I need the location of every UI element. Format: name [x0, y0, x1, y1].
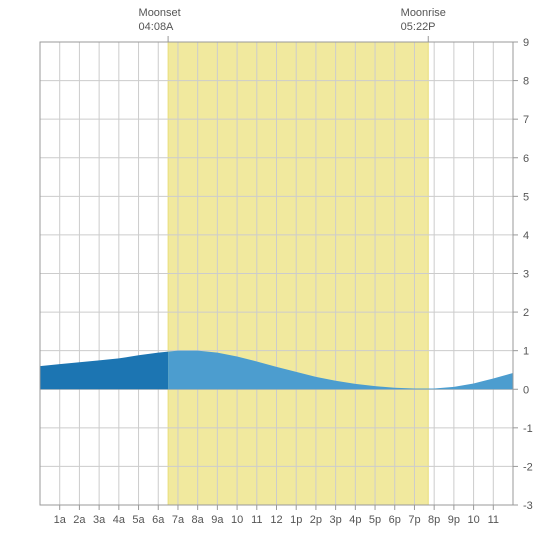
y-tick-label: 9 — [523, 37, 529, 49]
y-tick-label: 6 — [523, 153, 529, 165]
x-tick-label: 9p — [448, 514, 460, 526]
y-tick-label: 8 — [523, 76, 529, 88]
x-tick-label: 5a — [132, 514, 145, 526]
x-tick-label: 10 — [231, 514, 243, 526]
x-tick-label: 10 — [467, 514, 479, 526]
y-tick-label: -2 — [523, 461, 533, 473]
x-tick-label: 6p — [389, 514, 401, 526]
x-tick-label: 6a — [152, 514, 165, 526]
x-tick-label: 12 — [270, 514, 282, 526]
moonset-title: Moonset — [139, 6, 181, 20]
y-tick-label: 0 — [523, 384, 529, 396]
x-tick-label: 1p — [290, 514, 302, 526]
y-tick-label: 5 — [523, 191, 529, 203]
y-tick-label: 7 — [523, 114, 529, 126]
moonrise-time: 05:22P — [401, 20, 446, 34]
y-tick-label: 2 — [523, 307, 529, 319]
x-tick-label: 5p — [369, 514, 381, 526]
x-tick-label: 2p — [310, 514, 322, 526]
moonset-time: 04:08A — [139, 20, 181, 34]
x-tick-label: 9a — [211, 514, 224, 526]
y-tick-label: -1 — [523, 423, 533, 435]
y-tick-label: 4 — [523, 230, 529, 242]
annotation-moonset: Moonset 04:08A — [139, 6, 181, 35]
x-tick-label: 4p — [349, 514, 361, 526]
y-tick-label: 3 — [523, 269, 529, 281]
x-tick-label: 8a — [192, 514, 205, 526]
x-tick-label: 3a — [93, 514, 106, 526]
tide-chart: Moonset 04:08A Moonrise 05:22P 1a2a3a4a5… — [0, 0, 550, 550]
x-tick-label: 11 — [488, 514, 499, 526]
x-tick-label: 7a — [172, 514, 185, 526]
x-tick-label: 8p — [428, 514, 440, 526]
chart-svg: 1a2a3a4a5a6a7a8a9a1011121p2p3p4p5p6p7p8p… — [0, 0, 550, 550]
x-tick-label: 7p — [408, 514, 420, 526]
y-tick-label: -3 — [523, 500, 533, 512]
x-tick-label: 2a — [73, 514, 86, 526]
x-tick-label: 3p — [330, 514, 342, 526]
moonrise-title: Moonrise — [401, 6, 446, 20]
x-tick-label: 1a — [54, 514, 67, 526]
x-tick-label: 11 — [251, 514, 262, 526]
y-tick-label: 1 — [523, 346, 529, 358]
annotation-moonrise: Moonrise 05:22P — [401, 6, 446, 35]
x-tick-label: 4a — [113, 514, 126, 526]
